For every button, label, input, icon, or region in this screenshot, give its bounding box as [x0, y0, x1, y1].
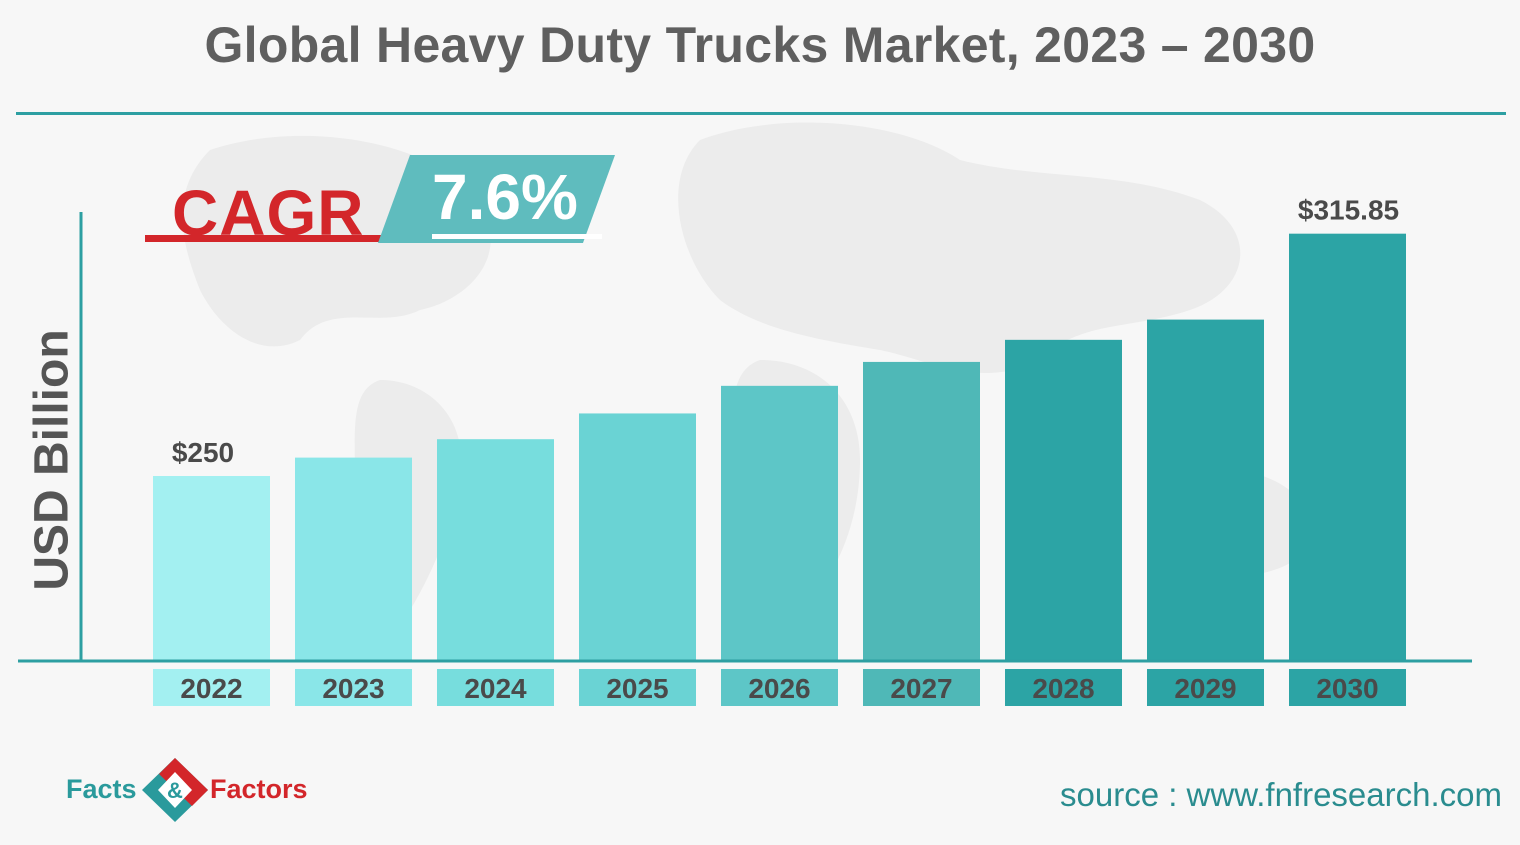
x-tick-box-2030 [1289, 669, 1406, 706]
x-tick-box-2029 [1147, 669, 1264, 706]
cagr-underline [145, 235, 417, 242]
x-tick-box-2028 [1005, 669, 1122, 706]
x-tick-label-2022: 2022 [180, 673, 242, 704]
x-tick-label-2025: 2025 [606, 673, 668, 704]
bar-2022 [153, 476, 270, 660]
x-tick-box-2025 [579, 669, 696, 706]
x-tick-label-2026: 2026 [748, 673, 810, 704]
title-divider [16, 112, 1506, 115]
x-tick-label-2027: 2027 [890, 673, 952, 704]
facts-factors-logo: Facts & Factors [66, 756, 311, 824]
bar-2029 [1147, 319, 1264, 660]
x-tick-box-2024 [437, 669, 554, 706]
cagr-value-underline [432, 234, 602, 239]
x-tick-box-2023 [295, 669, 412, 706]
bar-2025 [579, 413, 696, 660]
x-tick-box-2026 [721, 669, 838, 706]
bar-2027 [863, 361, 980, 660]
bar-2030 [1289, 233, 1406, 660]
x-tick-label-2030: 2030 [1316, 673, 1378, 704]
logo-diamond-icon: & [142, 758, 208, 822]
bar-2026 [721, 385, 838, 660]
chart-title: Global Heavy Duty Trucks Market, 2023 – … [204, 17, 1316, 73]
data-label-2030: $315.85 [1298, 195, 1399, 226]
bar-2028 [1005, 339, 1122, 660]
bar-2023 [295, 457, 412, 660]
x-tick-box-2022 [153, 669, 270, 706]
cagr-value: 7.6% [432, 161, 578, 233]
x-tick-label-2029: 2029 [1174, 673, 1236, 704]
cagr-label: CAGR [172, 177, 365, 249]
bar-2024 [437, 439, 554, 660]
x-tick-label-2028: 2028 [1032, 673, 1094, 704]
logo-text-factors: Factors [210, 774, 308, 804]
logo-text-facts: Facts [66, 774, 137, 804]
data-label-2022: $250 [172, 437, 234, 468]
logo-mark-letter: & [167, 778, 183, 803]
x-tick-label-2023: 2023 [322, 673, 384, 704]
source-text: source : www.fnfresearch.com [1060, 776, 1502, 813]
x-tick-box-2027 [863, 669, 980, 706]
x-tick-label-2024: 2024 [464, 673, 527, 704]
